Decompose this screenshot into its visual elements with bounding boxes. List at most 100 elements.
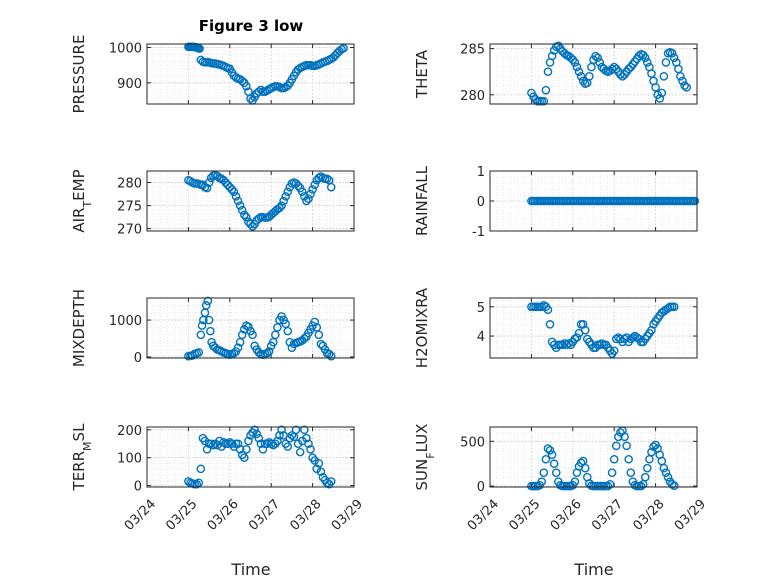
data-point [537,477,547,486]
subplot-air-temp: 270 275 280 AIRTEMP [70,169,355,238]
y-tick-label: 270 [117,223,142,238]
data-point [322,174,332,184]
subplot-rainfall: -1 0 1 RAINFALL [413,165,700,240]
y-tick-label: 500 [460,435,485,450]
data-point [649,442,658,452]
data-point [551,468,561,477]
data-point [647,69,656,78]
data-point [239,210,249,220]
x-axis-label-left: Time [230,560,270,579]
data-point [202,445,212,454]
subplot-mixdepth: 0 1000 MIXDEPTH [70,289,355,367]
data-point [572,333,582,342]
data-point [543,305,553,315]
y-axis-label: TERRMSL [70,423,94,492]
data-point [570,477,580,486]
data-point [322,478,332,488]
data-point [308,185,317,194]
data-point [676,72,685,81]
data-point [667,480,677,489]
data-point [574,67,584,76]
data-point [622,441,631,451]
data-point [204,315,214,325]
data-point [314,173,324,183]
data-point [237,76,247,86]
data-point [252,429,262,439]
data-point [196,464,206,474]
data-point [254,214,264,223]
data-point [279,196,288,206]
y-axis-label: PRESSURE [70,35,88,114]
data-point [310,317,319,327]
axes-frame [489,297,698,359]
data-point [655,94,665,103]
data-point [293,181,303,191]
data-point [326,351,336,361]
data-point [300,425,309,435]
y-tick-label: 0 [134,351,142,366]
data-point [197,321,207,330]
data-point [306,445,315,454]
data-point [306,189,315,199]
data-point [297,187,307,197]
data-point [580,463,590,473]
axes-frame [146,297,355,359]
data-point [194,348,204,357]
y-tick-label: 0 [477,195,485,210]
x-tick-label: 03/27 [246,497,283,534]
data-point [283,187,293,197]
axes-frame [146,426,355,488]
data-point [564,339,573,348]
data-point [206,326,215,336]
data-point [643,463,652,473]
subplot-pressure: 900 1000 PRESSURE [70,35,355,114]
data-point [256,439,266,449]
y-tick-label: 280 [460,89,485,104]
data-point [264,347,274,356]
y-tick-label: 280 [117,177,142,192]
data-point [242,445,251,454]
data-point [254,87,264,96]
axes-frame [146,170,355,232]
data-point [242,82,251,91]
data-point [202,183,212,193]
y-tick-label: 1000 [109,42,142,57]
data-point [647,325,656,335]
y-tick-label: 900 [117,77,142,92]
data-point [316,339,326,349]
data-point [203,296,213,306]
data-point [667,48,677,58]
data-point [587,62,596,72]
data-point [560,339,569,348]
x-tick-label: 03/29 [672,497,709,534]
y-tick-label: 285 [460,43,485,58]
data-point [539,468,549,477]
data-point [300,334,309,343]
data-point [304,439,313,449]
data-point [250,425,259,435]
data-point [614,432,623,442]
data-point [545,445,555,455]
data-point [277,201,286,210]
data-point [593,53,602,63]
data-point [543,67,553,76]
data-point [547,450,557,460]
data-point [314,330,324,340]
data-point [275,203,284,213]
data-point [246,219,255,229]
data-point [326,182,336,192]
subplot-terr-msl: 0 100 200 03/24 03/25 03/26 03/27 03/28 03/29 TER… [70,423,366,534]
data-point [605,480,615,489]
data-point [204,178,214,187]
data-point [657,88,667,98]
y-tick-label: 1 [477,165,485,180]
data-point [541,85,551,95]
data-point [578,320,588,329]
y-tick-label: 275 [117,200,142,215]
data-point [219,438,228,447]
data-point [302,196,311,206]
data-point [545,320,555,329]
data-point [669,302,679,312]
data-point [669,53,679,63]
